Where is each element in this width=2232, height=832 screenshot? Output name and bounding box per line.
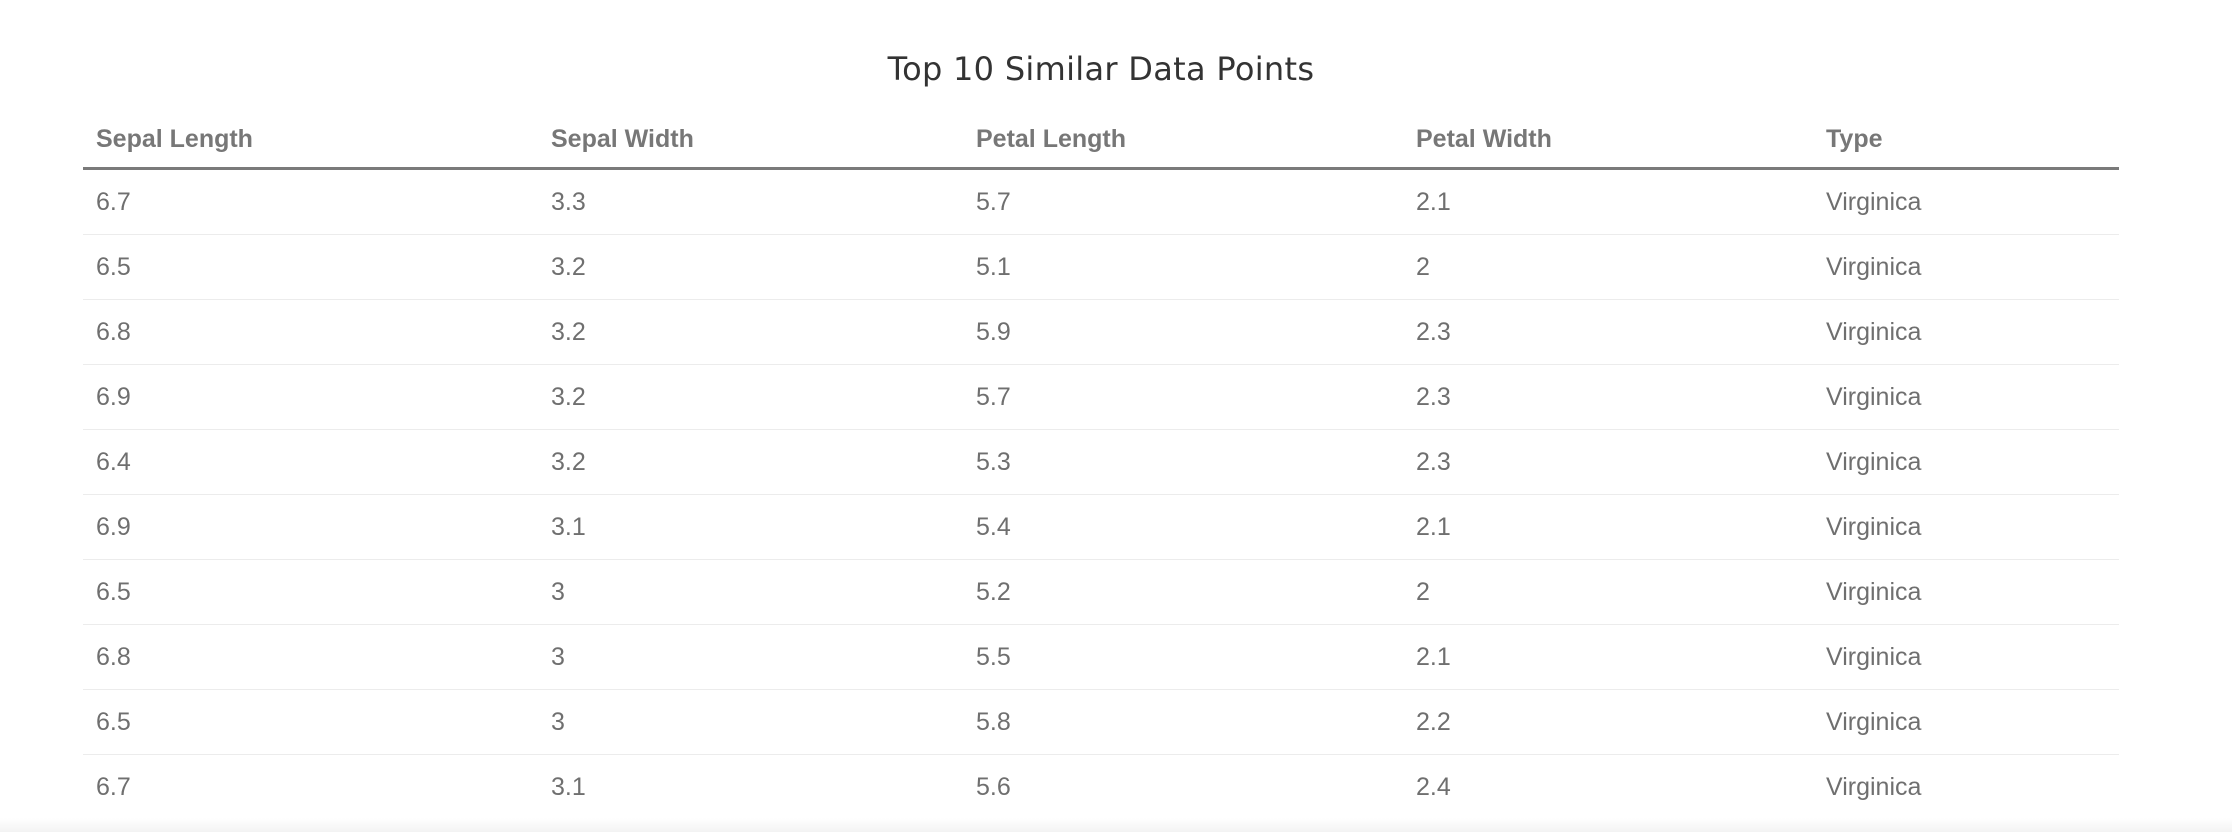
bottom-scroll-fade	[0, 818, 2232, 832]
cell-type: Virginica	[1813, 364, 2119, 430]
column-header-sepal-width: Sepal Width	[538, 112, 963, 170]
cell-sepal-length: 6.8	[83, 299, 538, 365]
table-row: 6.5 3.2 5.1 2 Virginica	[83, 234, 2119, 300]
cell-type: Virginica	[1813, 234, 2119, 300]
cell-petal-length: 5.5	[963, 624, 1403, 690]
cell-petal-length: 5.6	[976, 772, 1011, 801]
table-row: 6.8 3 5.5 2.1 Virginica	[83, 624, 2119, 690]
cell-petal-length: 5.7	[963, 364, 1403, 430]
table-row: 6.8 3.2 5.9 2.3 Virginica	[83, 299, 2119, 365]
cell-petal-width: 2.3	[1403, 364, 1813, 430]
column-header-petal-length: Petal Length	[963, 112, 1403, 170]
cell-sepal-width: 3.1	[551, 772, 586, 801]
table-row: 6.5 3 5.8 2.2 Virginica	[83, 689, 2119, 755]
cell-petal-length: 5.8	[963, 689, 1403, 755]
header-row: Sepal Length Sepal Width Petal Length Pe…	[83, 112, 2119, 170]
cell-sepal-width: 3	[538, 624, 963, 690]
cell-petal-width: 2.3	[1403, 429, 1813, 495]
page-title: Top 10 Similar Data Points	[887, 50, 1315, 88]
cell-sepal-length: 6.5	[83, 689, 538, 755]
cell-sepal-length: 6.5	[83, 234, 538, 300]
cell-type: Virginica	[1813, 624, 2119, 690]
column-header-petal-width: Petal Width	[1403, 112, 1813, 170]
cell-type: Virginica	[1813, 494, 2119, 560]
cell-petal-length: 5.7	[963, 168, 1403, 235]
cell-sepal-width: 3.2	[538, 364, 963, 430]
column-header-sepal-length: Sepal Length	[83, 112, 538, 170]
cell-sepal-length: 6.5	[83, 559, 538, 625]
cell-petal-width: 2.1	[1403, 494, 1813, 560]
cell-type: Virginica	[1813, 559, 2119, 625]
cell-type: Virginica	[1813, 168, 2119, 235]
table-body: 6.7 3.3 5.7 2.1 Virginica 6.5 3.2 5.1 2 …	[83, 168, 2119, 820]
cell-sepal-width: 3.3	[538, 168, 963, 235]
cell-petal-width: 2.1	[1403, 168, 1813, 235]
cell-type: Virginica	[1826, 772, 1922, 801]
cell-sepal-width: 3	[538, 689, 963, 755]
column-header-type: Type	[1813, 112, 2119, 170]
cell-sepal-width: 3.1	[538, 494, 963, 560]
cell-sepal-width: 3.2	[538, 299, 963, 365]
cell-sepal-length: 6.7	[96, 772, 131, 801]
cell-sepal-length: 6.9	[83, 364, 538, 430]
cell-petal-width: 2.4	[1416, 772, 1451, 801]
cell-petal-width: 2.2	[1403, 689, 1813, 755]
cell-petal-length: 5.2	[963, 559, 1403, 625]
cell-petal-length: 5.9	[963, 299, 1403, 365]
cell-sepal-length: 6.7	[83, 168, 538, 235]
similar-points-table: Sepal Length Sepal Width Petal Length Pe…	[83, 112, 2119, 819]
table-row: 6.4 3.2 5.3 2.3 Virginica	[83, 429, 2119, 495]
table-row: 6.9 3.1 5.4 2.1 Virginica	[83, 494, 2119, 560]
cell-sepal-width: 3.2	[538, 234, 963, 300]
cell-petal-width: 2.3	[1403, 299, 1813, 365]
table-header: Sepal Length Sepal Width Petal Length Pe…	[83, 112, 2119, 170]
cell-type: Virginica	[1813, 429, 2119, 495]
table-row: 6.7 3.3 5.7 2.1 Virginica	[83, 168, 2119, 235]
cell-petal-length: 5.4	[963, 494, 1403, 560]
table-row: 6.5 3 5.2 2 Virginica	[83, 559, 2119, 625]
cell-sepal-length: 6.9	[83, 494, 538, 560]
cell-type: Virginica	[1813, 689, 2119, 755]
cell-petal-width: 2	[1403, 559, 1813, 625]
cell-sepal-length: 6.4	[83, 429, 538, 495]
table-row: 6.7 3.1 5.6 2.4 Virginica	[83, 755, 2119, 820]
cell-sepal-width: 3	[538, 559, 963, 625]
cell-petal-width: 2	[1403, 234, 1813, 300]
cell-type: Virginica	[1813, 299, 2119, 365]
table-row: 6.9 3.2 5.7 2.3 Virginica	[83, 364, 2119, 430]
cell-sepal-width: 3.2	[538, 429, 963, 495]
cell-sepal-length: 6.8	[83, 624, 538, 690]
cell-petal-length: 5.3	[963, 429, 1403, 495]
cell-petal-width: 2.1	[1403, 624, 1813, 690]
cell-petal-length: 5.1	[963, 234, 1403, 300]
